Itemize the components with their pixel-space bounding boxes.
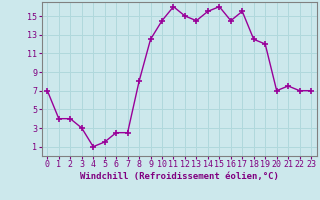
X-axis label: Windchill (Refroidissement éolien,°C): Windchill (Refroidissement éolien,°C) bbox=[80, 172, 279, 181]
